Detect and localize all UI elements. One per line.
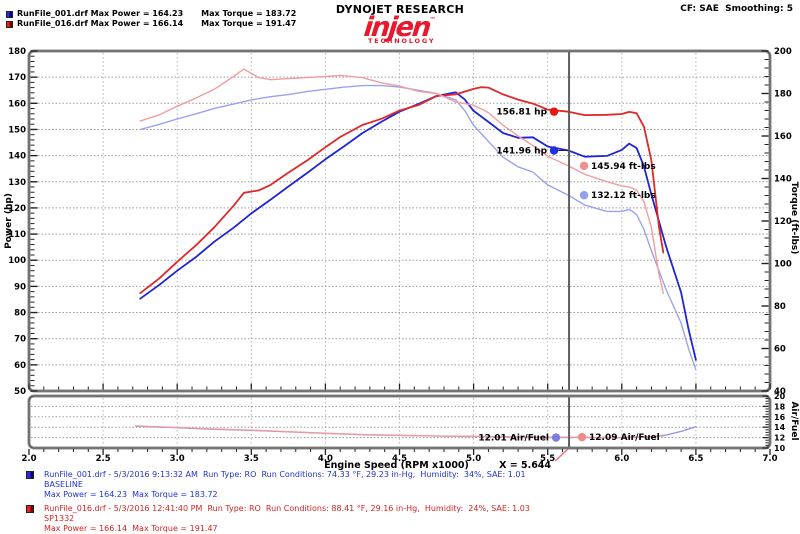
power-tick-label: 70 [14, 335, 26, 345]
brand-block: DYNOJET RESEARCH injen™ TECHNOLOGY [330, 3, 470, 45]
run1-torque-summary: Max Torque = 183.72 [201, 9, 297, 18]
x-tick-label: 2.5 [96, 454, 111, 464]
callout-label: 145.94 ft-lbs [591, 162, 656, 172]
legend-run1-maxvalues: Max Power = 164.23 Max Torque = 183.72 [44, 490, 218, 499]
trademark-symbol: ™ [429, 16, 437, 24]
callout-label: 12.01 Air/Fuel [478, 434, 549, 444]
run1-power-summary: RunFile_001.drf Max Power = 164.23 [17, 9, 184, 18]
af-tick-label: 10 [774, 444, 786, 453]
legend-run1-line1: RunFile_001.drf - 5/3/2016 9:13:32 AM Ru… [44, 470, 526, 479]
legend-run-2: RunFile_016.drf - 5/3/2016 12:41:40 PM R… [26, 504, 530, 534]
callout-dot [577, 432, 587, 442]
cursor-x-label: X = 5.644 [499, 460, 551, 471]
legend-run2-line1: RunFile_016.drf - 5/3/2016 12:41:40 PM R… [44, 504, 530, 513]
power-tick-label: 60 [14, 361, 26, 371]
torque-tick-label: 40 [774, 387, 786, 397]
injen-logo-text: injen [362, 12, 431, 43]
run1-color-swatch-icon [6, 10, 13, 18]
x-axis-title: Engine Speed (RPM x1000) [324, 460, 469, 471]
x-tick-label: 7.0 [762, 454, 777, 464]
torque-tick-label: 140 [774, 175, 792, 185]
header-run-2: RunFile_016.drf Max Power = 166.14 Max T… [6, 19, 296, 29]
power-tick-label: 180 [8, 47, 26, 57]
af-tick-label: 20 [774, 392, 786, 401]
sub-plot-border-inner [28, 395, 771, 449]
main-plot-border-inner [28, 50, 771, 392]
callout-dot [579, 161, 589, 171]
legend-run2-maxvalues: Max Power = 166.14 Max Torque = 191.47 [44, 524, 218, 533]
af-tick-label: 12 [774, 434, 785, 443]
injen-technology-text: TECHNOLOGY [368, 37, 436, 45]
baseline_torque-curve [139, 84, 697, 371]
af-tick-label: 18 [774, 402, 786, 411]
torque-tick-label: 120 [774, 217, 792, 227]
callout-dot [549, 146, 559, 155]
power-tick-label: 100 [8, 256, 26, 266]
cursor-pointer-line [554, 448, 569, 462]
legend-run2-name: SP1332 [44, 514, 75, 523]
x-tick-label: 3.0 [170, 454, 185, 464]
af-axis-title: Air/Fuel [789, 401, 799, 440]
torque-tick-label: 60 [774, 345, 786, 355]
run2-color-swatch-icon [6, 20, 13, 28]
callout-label: 132.12 ft-lbs [591, 191, 656, 201]
power-tick-label: 140 [8, 152, 26, 162]
legend-run2-swatch-icon [26, 505, 34, 513]
power-tick-label: 120 [8, 204, 26, 214]
power-tick-label: 170 [8, 73, 26, 83]
x-tick-label: 2.0 [21, 454, 36, 464]
header-run-1: RunFile_001.drf Max Power = 164.23 Max T… [6, 9, 296, 19]
sp1332_power-curve [139, 86, 665, 295]
correction-factor-label: CF: SAE Smoothing: 5 [680, 4, 793, 14]
torque-axis-title: Torque (ft-lbs) [789, 182, 799, 255]
power-tick-label: 90 [14, 282, 26, 292]
baseline_power-curve [139, 91, 697, 361]
legend-run1-swatch-icon [26, 471, 34, 479]
callout-dot [551, 433, 561, 442]
power-axis-title: Power (hp) [4, 193, 14, 249]
power-tick-label: 80 [14, 309, 26, 319]
callout-label: 141.96 hp [496, 146, 547, 156]
power-tick-label: 110 [8, 230, 26, 240]
torque-tick-label: 200 [774, 47, 792, 57]
torque-tick-label: 180 [774, 90, 792, 100]
x-tick-label: 4.5 [392, 454, 407, 464]
callout-label: 12.09 Air/Fuel [589, 433, 660, 443]
sp1332_torque-curve [139, 68, 664, 294]
dynojet-research-title: DYNOJET RESEARCH [335, 3, 465, 16]
injen-logo: injen™ TECHNOLOGY [330, 12, 470, 45]
af-tick-label: 16 [774, 413, 786, 422]
torque-tick-label: 160 [774, 132, 792, 142]
power-tick-label: 150 [8, 125, 26, 135]
callout-dot [579, 191, 589, 200]
power-tick-label: 50 [14, 387, 26, 397]
header-run-summaries: RunFile_001.drf Max Power = 164.23 Max T… [6, 9, 296, 29]
legend-run1-name: BASELINE [44, 480, 83, 489]
x-tick-label: 5.0 [466, 454, 481, 464]
callout-label: 156.81 hp [496, 108, 547, 118]
power-tick-label: 130 [8, 178, 26, 188]
x-tick-label: 6.0 [614, 454, 629, 464]
x-tick-label: 3.5 [244, 454, 259, 464]
sp1332_af-curve [135, 425, 664, 439]
torque-tick-label: 80 [774, 302, 786, 312]
x-tick-label: 5.5 [540, 454, 555, 464]
x-tick-label: 6.5 [688, 454, 703, 464]
callout-dot [549, 107, 559, 116]
legend-run-1: RunFile_001.drf - 5/3/2016 9:13:32 AM Ru… [26, 470, 526, 500]
power-tick-label: 160 [8, 99, 26, 109]
af-tick-label: 14 [774, 423, 786, 432]
run2-torque-summary: Max Torque = 191.47 [201, 19, 297, 28]
run2-power-summary: RunFile_016.drf Max Power = 166.14 [17, 19, 184, 28]
x-tick-label: 4.0 [318, 454, 333, 464]
torque-tick-label: 100 [774, 260, 792, 270]
